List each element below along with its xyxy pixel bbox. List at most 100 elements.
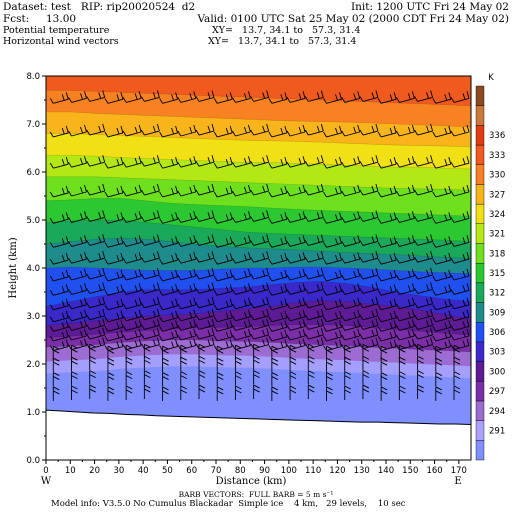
wind-barb [49,212,69,224]
colorbar-swatch [475,105,485,126]
wind-barb [86,282,106,294]
wind-barb [323,212,342,224]
wind-barb [341,309,361,322]
x-tick-label: 30 [113,466,124,476]
wind-barb [286,184,306,197]
wind-barb [104,253,124,265]
wind-barb [323,125,342,138]
wind-barb [159,310,179,323]
wind-barb [104,236,124,248]
wind-barb [341,235,361,247]
wind-barb [359,308,379,321]
wind-barb [341,338,361,351]
wind-barb [417,384,424,400]
wind-barb [289,371,297,386]
y-tick-label: 3.0 [26,312,40,322]
wind-barb [432,236,452,248]
wind-barb [159,269,179,282]
wind-barb [177,268,197,281]
wind-barb [250,318,270,330]
theta-contour-321 [46,198,471,217]
wind-barb [89,355,96,371]
wind-barb [395,252,415,264]
wind-barb [435,386,442,401]
wind-barb [286,338,306,351]
wind-barb [450,184,470,197]
wind-barb [395,328,415,341]
wind-barb [195,234,215,246]
wind-barb [140,308,160,321]
wind-barb [359,123,379,136]
wind-barb [49,298,69,311]
wind-barb [304,282,324,294]
wind-barb [326,357,333,373]
wind-barb [250,183,270,196]
wind-barb [232,309,251,322]
wind-barb [286,124,306,137]
wind-barb [414,308,434,321]
wind-barb [268,284,288,296]
colorbar-swatch [475,440,485,461]
wind-barb [143,370,151,385]
wind-barb [195,90,215,102]
wind-barb [122,309,142,322]
x-tick-label: 120 [329,466,345,476]
wind-barb [195,183,215,196]
wind-barb [140,267,160,280]
model-info-line: Model info: V3.5.0 No Cumulus Blackadar … [51,499,406,509]
wind-barb [377,310,397,323]
colorbar-swatch [475,322,485,343]
field1-xy: XY= 13.7, 34.1 to 57.3, 31.4 [212,25,361,36]
wind-barb [140,327,160,340]
wind-barb [104,269,124,282]
wind-barb [414,183,434,196]
wind-barb [104,157,124,169]
wind-barb [140,90,160,102]
wind-barb [49,92,69,104]
x-tick-label: 170 [451,466,467,476]
wind-barb [104,125,124,138]
wind-barb [159,339,179,351]
wind-barb [359,337,379,350]
wind-barb [250,337,270,350]
wind-barb [377,92,397,104]
wind-barb [304,183,324,196]
wind-barb [195,155,215,167]
wind-barb [177,309,197,322]
x-tick-label: 50 [162,466,173,476]
field1-name: Potential temperature [3,25,110,36]
wind-barb [177,252,197,264]
wind-barb [198,370,206,385]
wind-barb [195,308,215,321]
wind-barb [68,156,87,168]
wind-barb [250,282,270,294]
wind-barb [304,155,324,167]
wind-barb [140,337,160,350]
x-tick-label: 60 [186,466,197,476]
wind-barb [213,185,233,198]
wind-barb [377,298,397,311]
colorbar-swatch [475,243,485,264]
wind-barb [377,185,397,198]
wind-barb [177,283,197,295]
wind-barb [304,251,324,263]
wind-barb [395,184,415,197]
wind-barb [213,339,233,351]
wind-barb [68,235,87,247]
wind-barb [122,338,142,351]
theta-band-upper-336 [46,76,471,106]
wind-barb [414,267,434,280]
wind-barb [125,371,133,386]
wind-barb [377,329,397,342]
wind-barb [195,123,215,136]
wind-barb [344,385,351,400]
wind-barb [162,372,169,387]
colorbar-label: 291 [489,426,505,436]
wind-barb [414,318,434,330]
wind-barb [159,92,179,104]
wind-barb [86,234,106,246]
wind-barb [159,157,179,169]
theta-contour-315 [46,237,471,259]
wind-barb [104,284,124,296]
